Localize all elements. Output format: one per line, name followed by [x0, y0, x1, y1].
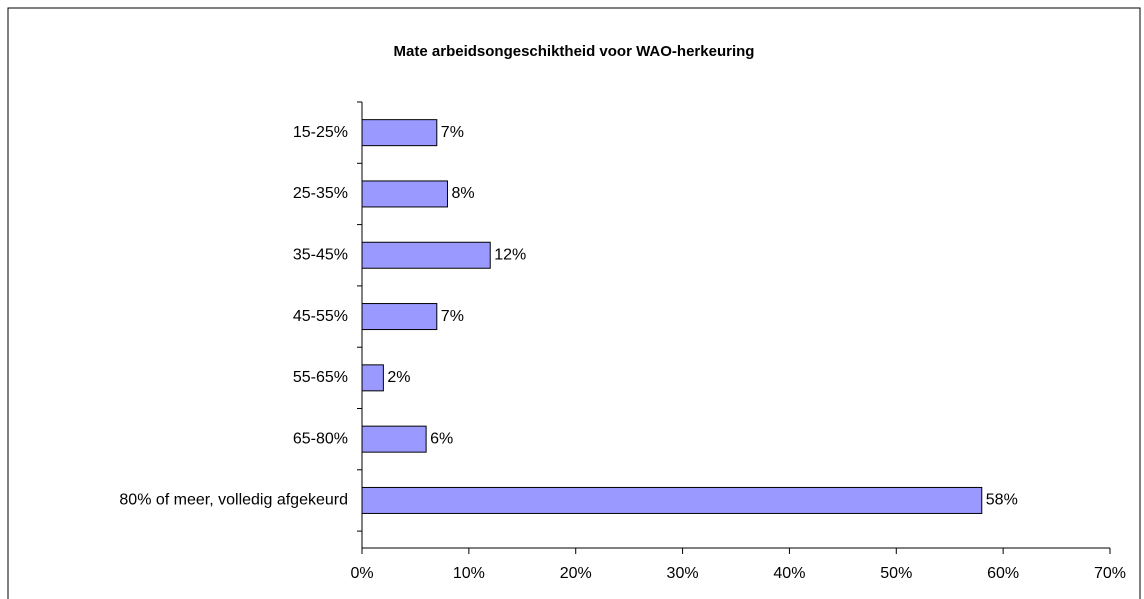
y-tick-label: 80% of meer, volledig afgekeurd	[119, 492, 348, 509]
bar	[361, 180, 448, 208]
value-label: 8%	[451, 185, 474, 202]
x-tick-label: 30%	[667, 565, 699, 582]
value-label: 58%	[986, 492, 1018, 509]
x-tick-label: 10%	[453, 565, 485, 582]
bar	[361, 241, 491, 269]
bar	[361, 425, 427, 453]
y-tick-label: 65-80%	[293, 430, 348, 447]
value-label: 12%	[494, 246, 526, 263]
x-tick-label: 20%	[560, 565, 592, 582]
bar	[361, 364, 384, 392]
y-tick-label: 55-65%	[293, 369, 348, 386]
bar	[361, 486, 983, 514]
x-tick-label: 70%	[1094, 565, 1126, 582]
chart-title: Mate arbeidsongeschiktheid voor WAO-herk…	[394, 43, 755, 60]
y-tick-label: 35-45%	[293, 246, 348, 263]
bar	[361, 303, 438, 331]
x-tick-label: 0%	[350, 565, 373, 582]
y-tick-label: 25-35%	[293, 185, 348, 202]
value-label: 7%	[441, 308, 464, 325]
value-label: 6%	[430, 430, 453, 447]
y-tick-label: 15-25%	[293, 124, 348, 141]
x-tick-label: 50%	[880, 565, 912, 582]
bar	[361, 119, 438, 147]
x-tick-label: 60%	[987, 565, 1019, 582]
value-label: 7%	[441, 124, 464, 141]
value-label: 2%	[387, 369, 410, 386]
x-tick-label: 40%	[773, 565, 805, 582]
y-tick-label: 45-55%	[293, 308, 348, 325]
